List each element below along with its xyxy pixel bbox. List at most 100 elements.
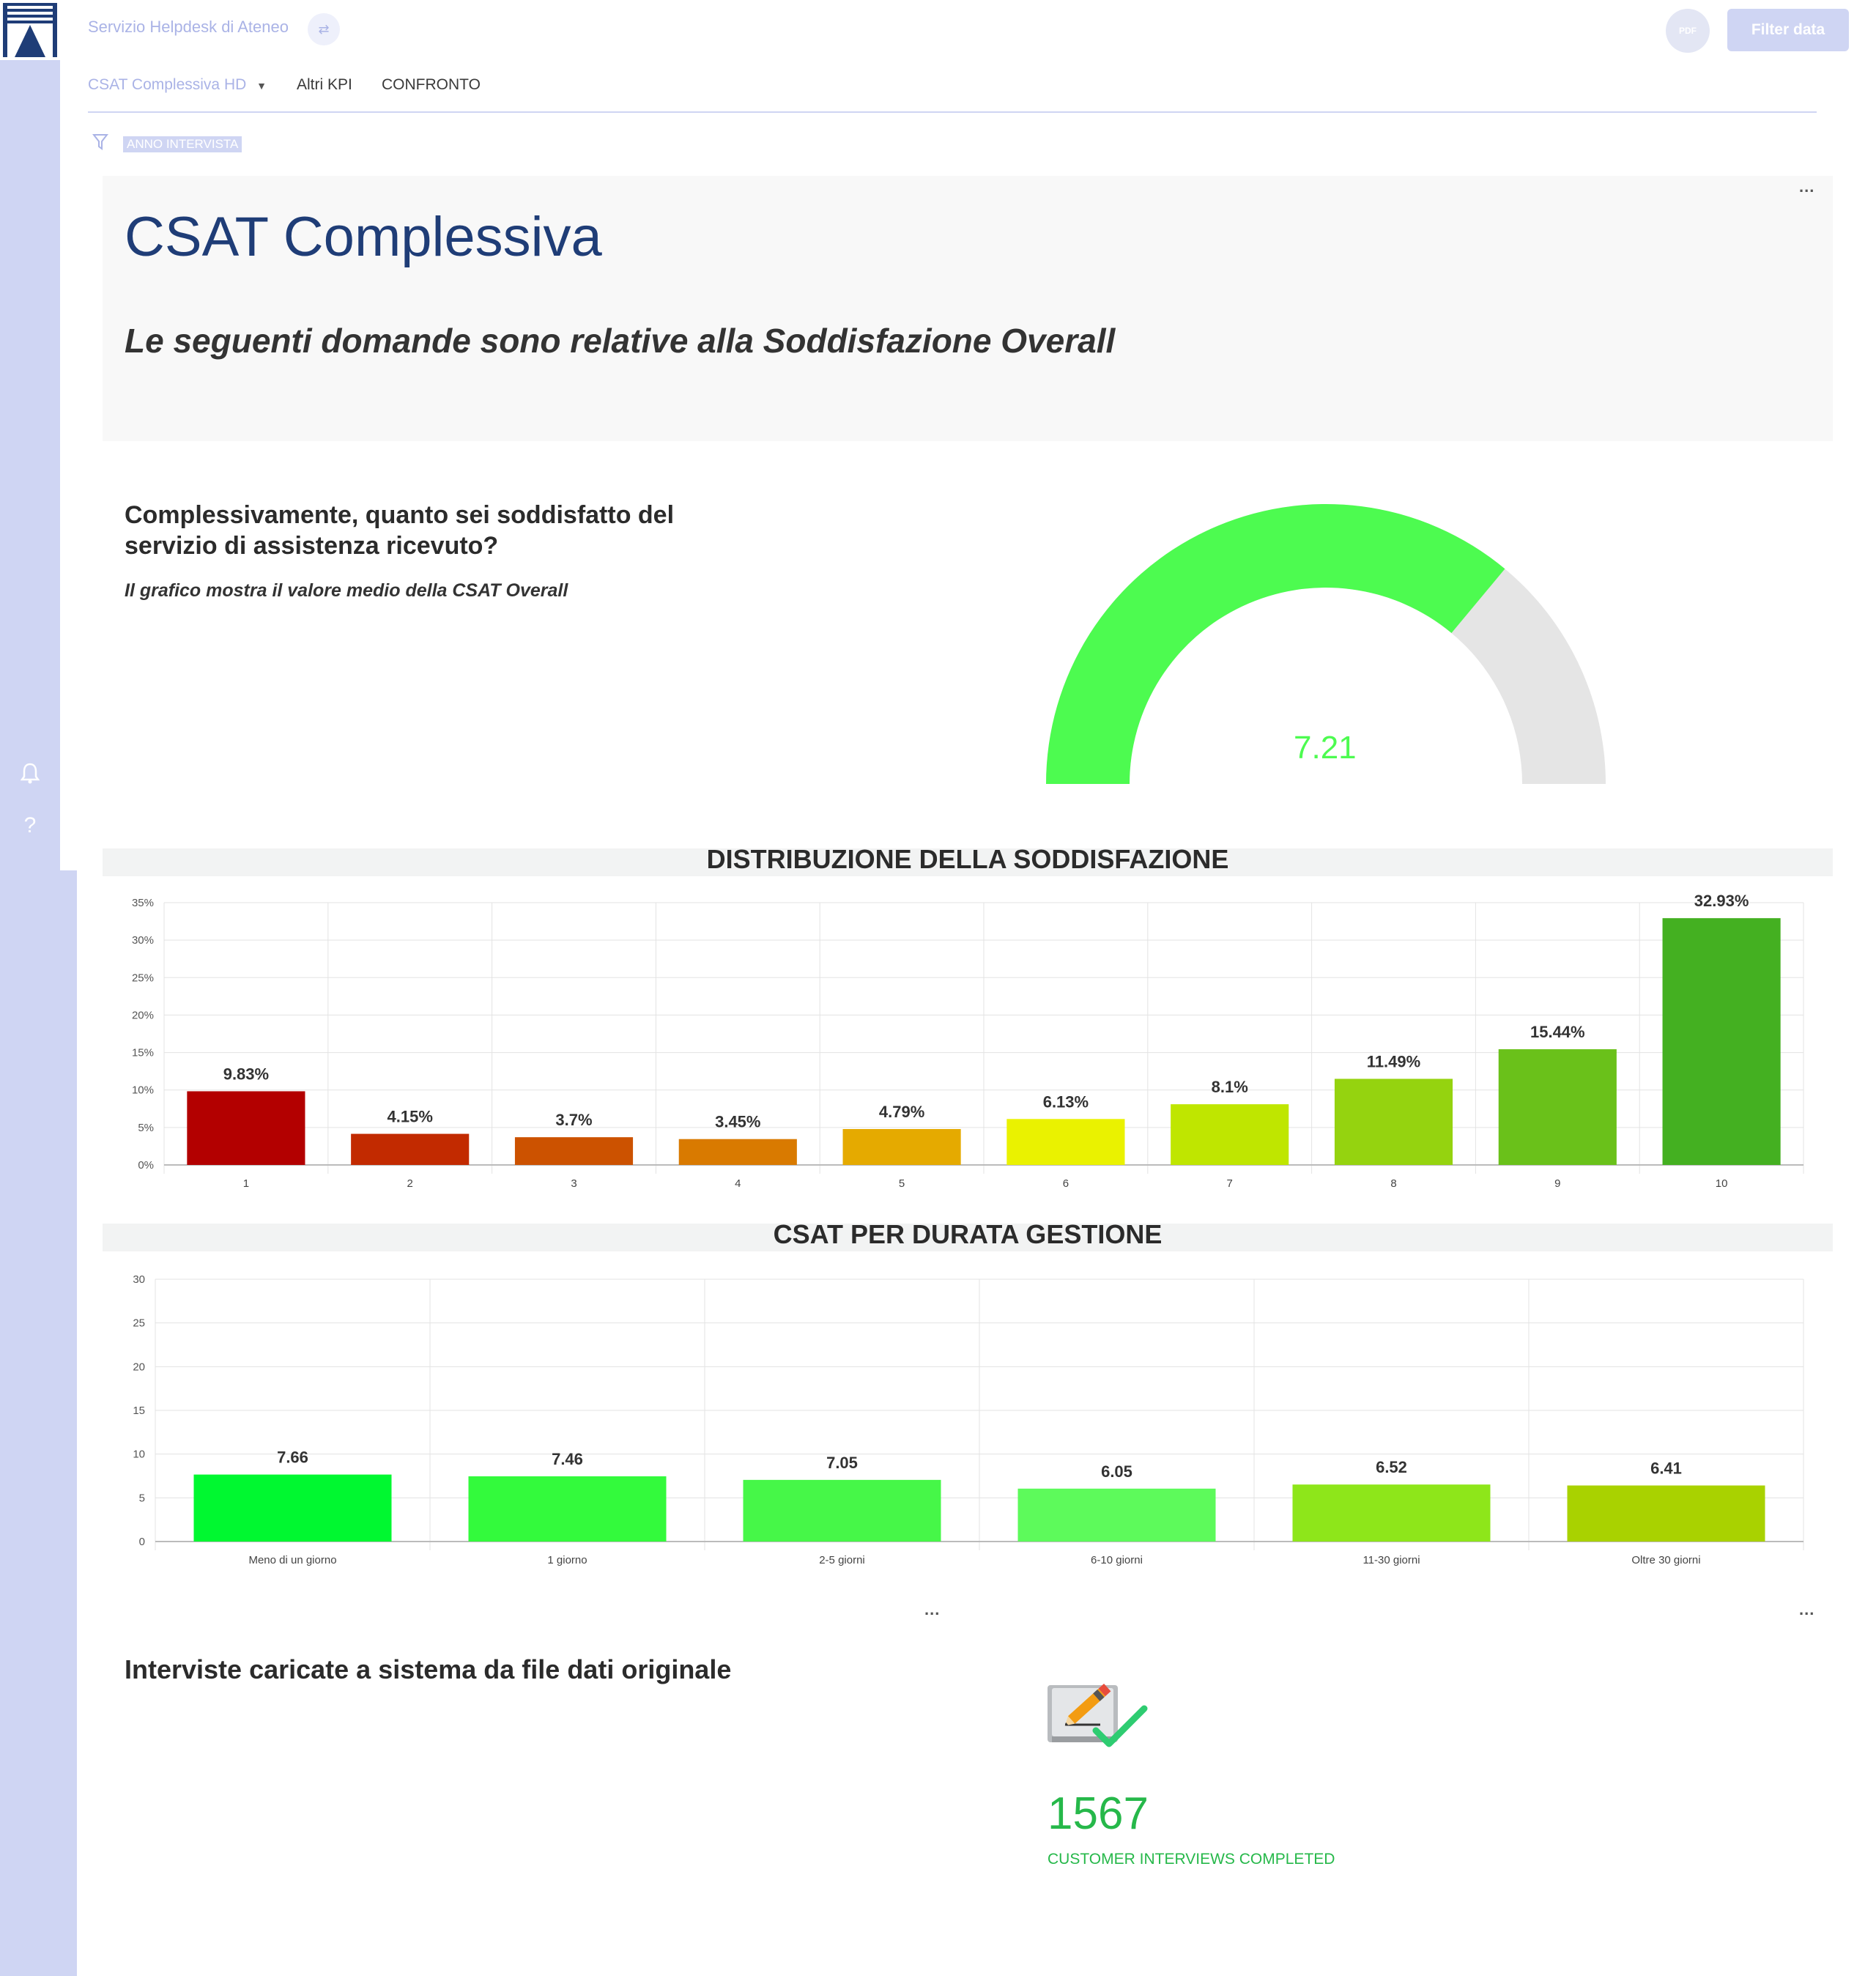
chart2-bar[interactable]: [1567, 1485, 1765, 1542]
chart2-bar[interactable]: [1292, 1484, 1491, 1542]
interviews-title: Interviste caricate a sistema da file da…: [125, 1654, 732, 1684]
tab-label: CSAT Complessiva HD: [88, 76, 247, 93]
satisfaction-distribution-chart: 0% 5% 10% 15% 20% 25% 30% 35% 9.83% 1 4.15% 2 3.7% 3 3…: [132, 892, 1804, 1190]
chart2-title: CSAT PER DURATA GESTIONE: [773, 1219, 1163, 1249]
chart1-ytick: 20%: [132, 1009, 154, 1021]
chart1-title: DISTRIBUZIONE DELLA SODDISFAZIONE: [706, 844, 1229, 874]
chart1-bar[interactable]: [351, 1133, 470, 1165]
chart1-xtick: 8: [1390, 1177, 1396, 1190]
tab-altri-kpi[interactable]: Altri KPI: [297, 76, 352, 93]
chart2-data-label: 7.05: [826, 1454, 858, 1472]
chart2-data-label: 6.52: [1376, 1458, 1407, 1476]
chart1-xtick: 9: [1554, 1177, 1560, 1190]
intro-card: [103, 176, 1833, 441]
chart2-bar[interactable]: [193, 1474, 392, 1542]
chart1-ytick: 35%: [132, 897, 154, 909]
question-text: Complessivamente, quanto sei soddisfatto…: [125, 501, 675, 560]
chart1-xtick: 2: [407, 1177, 413, 1190]
chart1-data-label: 32.93%: [1694, 892, 1749, 910]
chart2-data-label: 7.66: [277, 1448, 308, 1467]
chart1-bar[interactable]: [1334, 1078, 1453, 1165]
sidebar: [0, 0, 60, 870]
chart1-bar[interactable]: [1498, 1049, 1617, 1165]
chart1-ytick: 0%: [138, 1159, 154, 1172]
intro-menu-dots[interactable]: ...: [1799, 177, 1815, 196]
chart2-xtick: 2-5 giorni: [819, 1554, 865, 1566]
app-title: Servizio Helpdesk di Ateneo: [88, 18, 289, 36]
chart1-band: [103, 848, 1833, 876]
chart1-bar[interactable]: [1006, 1119, 1125, 1165]
chart1-xtick: 4: [735, 1177, 741, 1190]
chart2-band: [103, 1224, 1833, 1251]
interviews-count-label: CUSTOMER INTERVIEWS COMPLETED: [1048, 1851, 1335, 1868]
chart1-xtick: 3: [571, 1177, 576, 1190]
chart1-ytick: 15%: [132, 1047, 154, 1059]
chart2-bar[interactable]: [1017, 1488, 1216, 1542]
help-icon[interactable]: ?: [23, 813, 37, 837]
university-logo[interactable]: [0, 0, 60, 60]
chart2-xtick: 1 giorno: [547, 1554, 587, 1566]
chart2-xtick: Meno di un giorno: [248, 1554, 336, 1566]
chart2-ytick: 10: [133, 1448, 145, 1461]
chart1-data-label: 11.49%: [1367, 1052, 1420, 1070]
chart2-bar[interactable]: [468, 1476, 667, 1542]
chart2-ytick: 0: [139, 1536, 145, 1548]
chart1-xtick: 6: [1063, 1177, 1069, 1190]
chart1-xtick: 7: [1227, 1177, 1233, 1190]
chevron-down-icon: ▼: [256, 80, 267, 92]
interviews-menu-dots[interactable]: ...: [924, 1600, 941, 1618]
tab-confronto[interactable]: CONFRONTO: [382, 76, 481, 93]
chart1-bar[interactable]: [1662, 918, 1781, 1165]
chart1-bar[interactable]: [187, 1091, 305, 1165]
survey-completed-icon: [1045, 1678, 1149, 1755]
chart1-data-label: 4.79%: [879, 1103, 924, 1121]
chart1-data-label: 3.45%: [715, 1113, 760, 1131]
filter-tag-anno-intervista[interactable]: ANNO INTERVISTA: [123, 136, 242, 152]
chart1-ytick: 25%: [132, 972, 154, 984]
filter-data-button[interactable]: Filter data: [1727, 9, 1849, 51]
chart2-data-label: 6.41: [1650, 1459, 1682, 1478]
chart1-xtick: 5: [899, 1177, 905, 1190]
chart1-xtick: 1: [243, 1177, 249, 1190]
page-title: CSAT Complessiva: [125, 206, 602, 268]
chart2-ytick: 20: [133, 1361, 145, 1373]
chart1-data-label: 8.1%: [1212, 1078, 1248, 1096]
gauge-value: 7.21: [1294, 730, 1357, 766]
chart1-ytick: 5%: [138, 1122, 154, 1134]
chart1-bar[interactable]: [842, 1129, 961, 1165]
chart1-data-label: 3.7%: [555, 1111, 592, 1129]
chart2-ytick: 15: [133, 1405, 145, 1417]
chart2-data-label: 7.46: [552, 1450, 583, 1468]
chart1-data-label: 9.83%: [223, 1065, 269, 1083]
bell-icon[interactable]: [0, 762, 60, 790]
chart2-xtick: 6-10 giorni: [1091, 1554, 1143, 1566]
chart1-data-label: 15.44%: [1530, 1023, 1585, 1041]
chart2-ytick: 5: [139, 1492, 145, 1504]
chart1-ytick: 10%: [132, 1084, 154, 1097]
refresh-icon[interactable]: ⇄: [308, 13, 340, 45]
chart1-bar[interactable]: [514, 1137, 634, 1165]
chart2-xtick: Oltre 30 giorni: [1631, 1554, 1700, 1566]
chart2-xtick: 11-30 giorni: [1362, 1554, 1420, 1566]
interviews-count: 1567: [1048, 1788, 1149, 1839]
tab-divider: [88, 111, 1817, 113]
csat-by-duration-chart: 0 5 10 15 20 25 30 7.66 Meno di un giorno 7.46 1 g…: [133, 1273, 1804, 1566]
chart1-bar[interactable]: [1171, 1104, 1289, 1165]
filter-icon[interactable]: [92, 133, 109, 155]
kpi-menu-dots[interactable]: ...: [1799, 1600, 1815, 1618]
chart1-ytick: 30%: [132, 934, 154, 947]
chart2-ytick: 25: [133, 1317, 145, 1330]
csat-gauge: [1046, 504, 1606, 784]
pdf-export-button[interactable]: PDF: [1666, 9, 1710, 53]
chart2-ytick: 30: [133, 1273, 145, 1286]
gauge-fill: [1046, 504, 1505, 784]
chart1-data-label: 6.13%: [1043, 1092, 1089, 1111]
page-subtitle: Le seguenti domande sono relative alla S…: [125, 322, 1116, 360]
tab-csat-complessiva[interactable]: CSAT Complessiva HD ▼: [88, 76, 267, 94]
chart2-bar[interactable]: [743, 1479, 941, 1542]
chart1-xtick: 10: [1716, 1177, 1728, 1190]
chart1-bar[interactable]: [678, 1139, 797, 1165]
sidebar-extension: [0, 870, 77, 1976]
chart2-data-label: 6.05: [1101, 1462, 1132, 1481]
question-note: Il grafico mostra il valore medio della …: [125, 580, 568, 601]
